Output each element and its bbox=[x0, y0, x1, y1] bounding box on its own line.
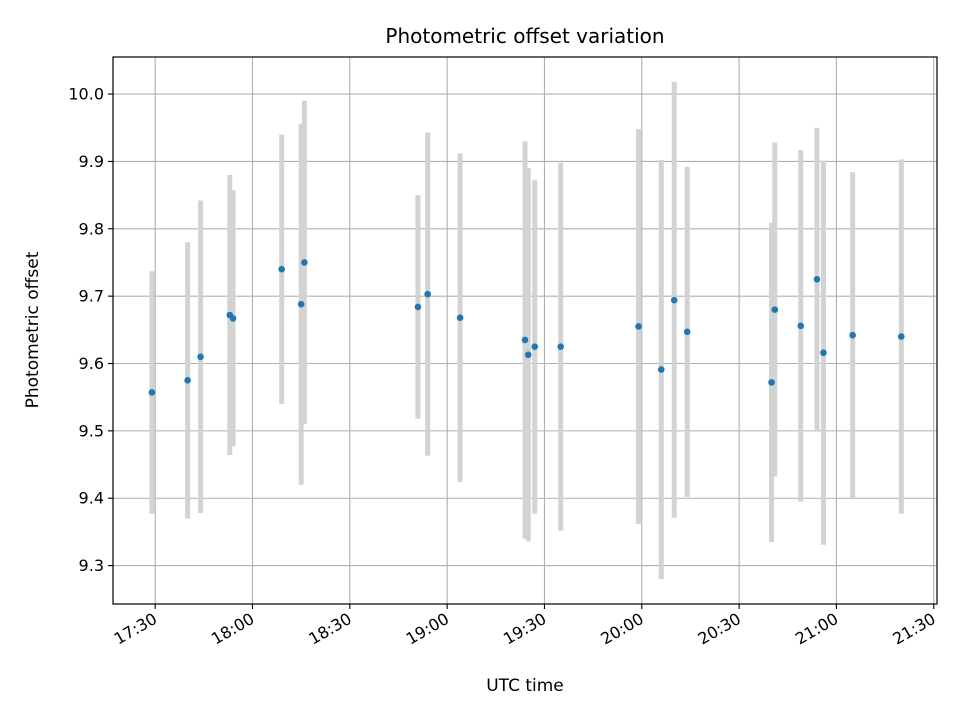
data-point bbox=[197, 353, 204, 361]
data-point bbox=[820, 349, 827, 357]
data-point bbox=[771, 306, 779, 313]
data-point bbox=[768, 379, 775, 386]
data-point bbox=[424, 290, 431, 298]
data-point bbox=[521, 336, 529, 344]
chart-title: Photometric offset variation bbox=[385, 24, 664, 48]
y-tick-label: 9.8 bbox=[79, 219, 104, 238]
data-point bbox=[670, 296, 678, 304]
data-point bbox=[148, 389, 156, 396]
y-tick-label: 9.4 bbox=[79, 489, 104, 508]
y-tick-label: 10.0 bbox=[68, 85, 104, 104]
data-point bbox=[524, 351, 532, 359]
data-point bbox=[635, 323, 642, 330]
y-tick-label: 9.6 bbox=[79, 354, 104, 373]
data-point bbox=[813, 276, 821, 283]
data-point bbox=[849, 331, 856, 339]
data-point bbox=[898, 333, 905, 340]
y-tick-label: 9.7 bbox=[79, 287, 104, 306]
data-point bbox=[683, 328, 691, 336]
x-axis-title: UTC time bbox=[486, 676, 564, 696]
y-axis-ticks: 9.3 9.4 9.5 9.6 9.7 9.8 9.9 10.0 bbox=[68, 85, 113, 575]
data-point bbox=[557, 343, 564, 350]
data-point bbox=[531, 343, 539, 350]
y-axis-title: Photometric offset bbox=[23, 251, 43, 408]
y-tick-label: 9.5 bbox=[79, 421, 104, 440]
plot-frame bbox=[112, 56, 938, 605]
data-point bbox=[184, 377, 191, 384]
data-points bbox=[148, 259, 905, 396]
data-point bbox=[414, 303, 422, 311]
data-point bbox=[278, 265, 285, 273]
data-point bbox=[657, 366, 665, 373]
data-point bbox=[229, 315, 237, 322]
data-point bbox=[797, 322, 805, 330]
data-point bbox=[456, 314, 464, 322]
data-point bbox=[301, 259, 308, 266]
data-point bbox=[297, 300, 305, 308]
y-tick-label: 9.9 bbox=[79, 152, 104, 171]
y-tick-label: 9.3 bbox=[79, 556, 104, 575]
